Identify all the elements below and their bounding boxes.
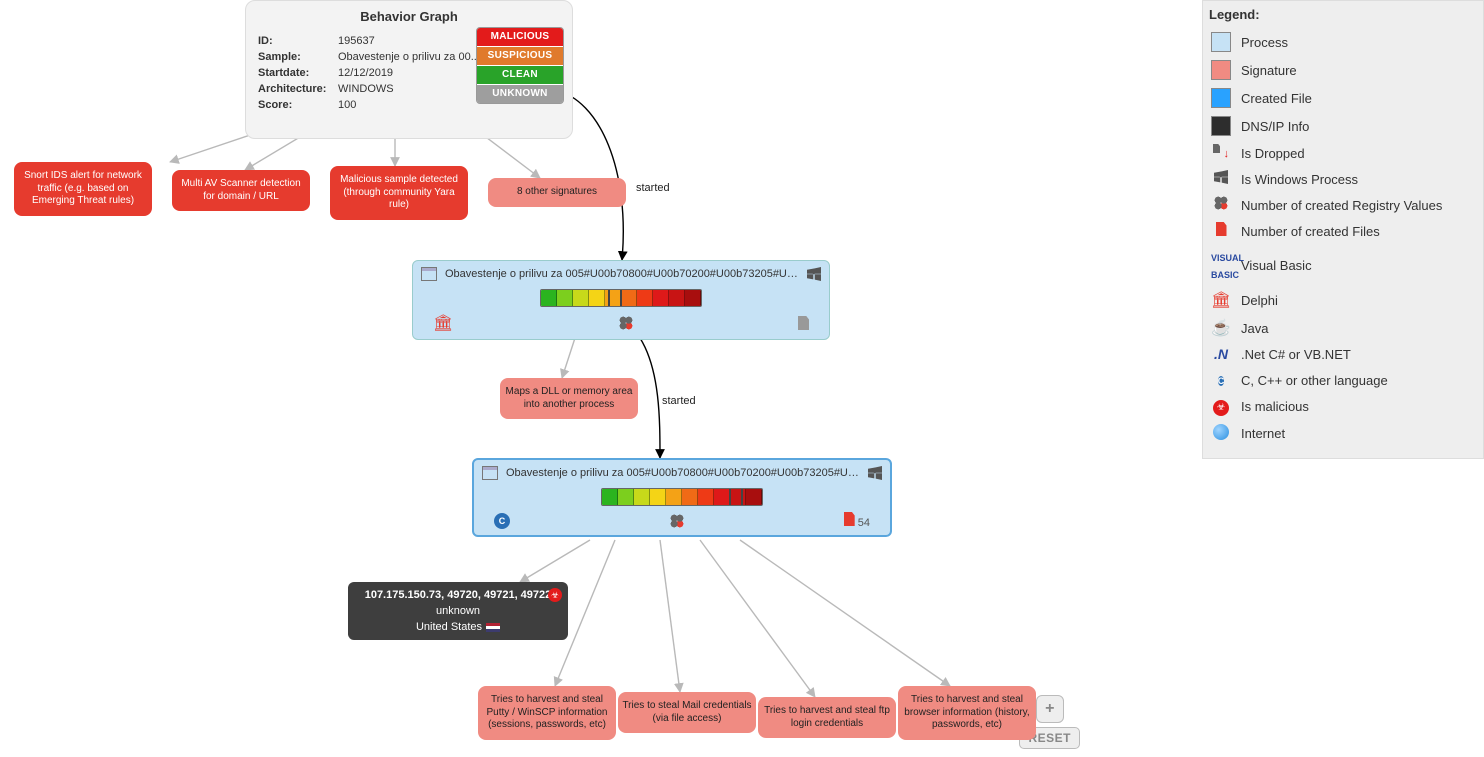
legend-panel: Legend: ProcessSignatureCreated FileDNS/… <box>1202 0 1484 459</box>
legend-title: Legend: <box>1209 7 1477 22</box>
legend-row: Is Windows Process <box>1209 166 1477 192</box>
legend-row: Number of created Registry Values <box>1209 192 1477 218</box>
legend-row: Created File <box>1209 84 1477 112</box>
behavior-graph-header: Behavior Graph ID:195637Sample:Obavesten… <box>245 0 573 139</box>
legend-row: Is Dropped <box>1209 140 1477 166</box>
dns-line2: unknown <box>358 605 558 617</box>
legend-icon <box>1211 170 1231 188</box>
legend-row: Signature <box>1209 56 1477 84</box>
window-icon <box>482 466 498 480</box>
cpp-icon: C <box>494 513 510 529</box>
signature-node[interactable]: Multi AV Scanner detection for domain / … <box>172 170 310 211</box>
legend-icon: 🏛 <box>1211 290 1231 310</box>
dns-line3: United States <box>358 621 558 633</box>
legend-row: Number of created Files <box>1209 218 1477 244</box>
legend-swatch <box>1211 116 1231 136</box>
delphi-icon: 🏛 <box>433 313 453 333</box>
classify-malicious: MALICIOUS <box>477 28 563 47</box>
legend-icon: ☕ <box>1211 318 1231 338</box>
legend-row: CC, C++ or other language <box>1209 367 1477 393</box>
file-icon <box>798 316 809 330</box>
legend-icon <box>1211 196 1231 214</box>
legend-row: Internet <box>1209 420 1477 448</box>
file-count: 54 <box>844 512 870 529</box>
signature-node[interactable]: Tries to harvest and steal browser infor… <box>898 686 1036 740</box>
hazard-icon: ☣ <box>548 588 562 602</box>
legend-icon: ☣ <box>1211 397 1231 416</box>
legend-row: ☣Is malicious <box>1209 393 1477 420</box>
signature-node[interactable]: Snort IDS alert for network traffic (e.g… <box>14 162 152 216</box>
classify-clean: CLEAN <box>477 66 563 85</box>
process-2-title: Obavestenje o prilivu za 005#U00b70800#U… <box>506 467 860 479</box>
registry-icon <box>670 514 684 528</box>
window-icon <box>421 267 437 281</box>
header-fields: ID:195637Sample:Obavestenje o prilivu za… <box>256 32 488 114</box>
legend-icon <box>1211 424 1231 444</box>
file-icon <box>844 512 855 526</box>
process-node-1[interactable]: Obavestenje o prilivu za 005#U00b70800#U… <box>412 260 830 340</box>
dns-line1: 107.175.150.73, 49720, 49721, 49722 <box>358 589 558 601</box>
score-meter-2 <box>601 488 763 506</box>
registry-icon <box>619 316 633 330</box>
dns-ip-node[interactable]: ☣ 107.175.150.73, 49720, 49721, 49722 un… <box>348 582 568 640</box>
legend-row: DNS/IP Info <box>1209 112 1477 140</box>
windows-icon <box>868 466 882 480</box>
header-title: Behavior Graph <box>256 9 562 24</box>
classify-suspicious: SUSPICIOUS <box>477 47 563 66</box>
classification-badge: MALICIOUS SUSPICIOUS CLEAN UNKNOWN <box>476 27 564 104</box>
zoom-in-button[interactable]: + <box>1036 695 1064 723</box>
classify-unknown: UNKNOWN <box>477 85 563 103</box>
signature-node[interactable]: Malicious sample detected (through commu… <box>330 166 468 220</box>
process-node-2[interactable]: Obavestenje o prilivu za 005#U00b70800#U… <box>472 458 892 537</box>
signature-node[interactable]: Tries to harvest and steal Putty / WinSC… <box>478 686 616 740</box>
legend-icon: C <box>1211 371 1231 389</box>
signature-node[interactable]: Maps a DLL or memory area into another p… <box>500 378 638 419</box>
signature-node[interactable]: Tries to harvest and steal ftp login cre… <box>758 697 896 738</box>
edge-label: started <box>662 395 696 407</box>
legend-row: Process <box>1209 28 1477 56</box>
legend-row: VISUALBASICVisual Basic <box>1209 244 1477 286</box>
score-meter-1 <box>540 289 702 307</box>
legend-row: 🏛Delphi <box>1209 286 1477 314</box>
legend-swatch <box>1211 32 1231 52</box>
legend-icon <box>1211 144 1231 162</box>
legend-icon: VISUALBASIC <box>1211 248 1231 282</box>
legend-row: .N.Net C# or VB.NET <box>1209 342 1477 367</box>
legend-icon: .N <box>1211 346 1231 363</box>
process-1-title: Obavestenje o prilivu za 005#U00b70800#U… <box>445 268 799 280</box>
legend-row: ☕Java <box>1209 314 1477 342</box>
legend-swatch <box>1211 88 1231 108</box>
legend-icon <box>1211 222 1231 240</box>
signature-node[interactable]: Tries to steal Mail credentials (via fil… <box>618 692 756 733</box>
signature-node[interactable]: 8 other signatures <box>488 178 626 207</box>
edge-label: started <box>636 182 670 194</box>
windows-icon <box>807 267 821 281</box>
flag-us-icon <box>486 623 500 632</box>
legend-swatch <box>1211 60 1231 80</box>
